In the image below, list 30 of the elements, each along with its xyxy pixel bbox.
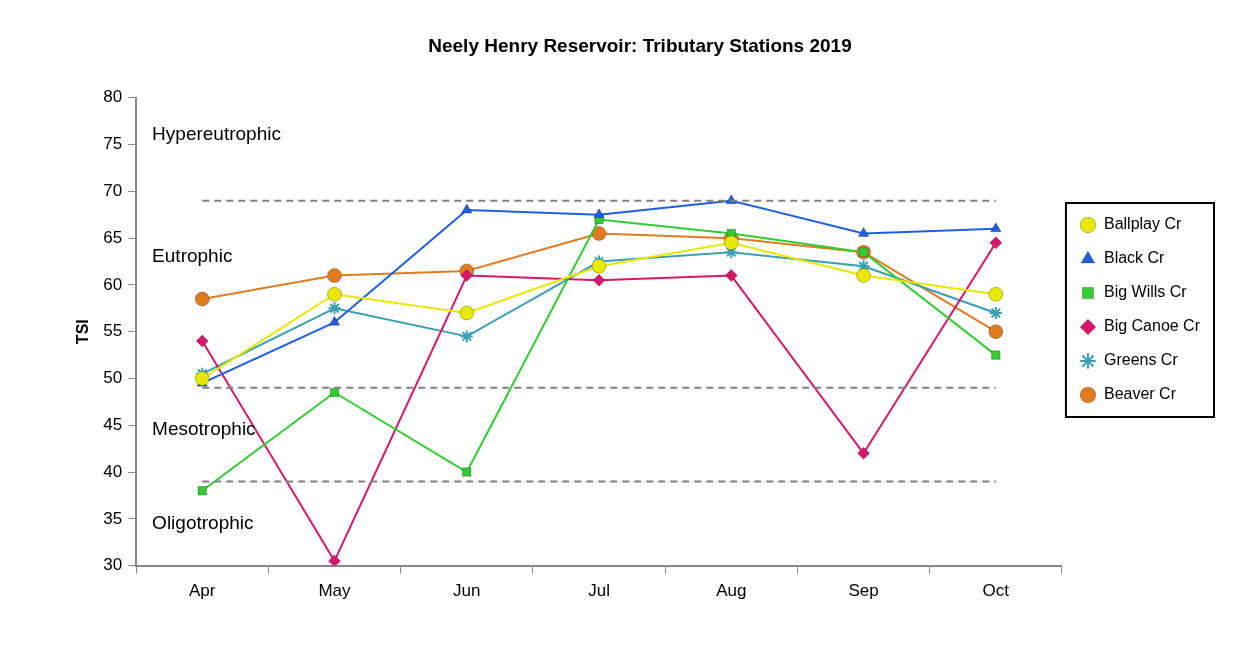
y-tick-label: 70 [103,181,123,201]
legend-label: Big Wills Cr [1103,283,1188,301]
x-tick-label: Sep [848,581,879,601]
annotation: Hypereutrophic [152,123,281,145]
x-tick-label: Jun [453,581,481,601]
y-tick-label: 45 [103,414,123,434]
annotation: Oligotrophic [152,511,254,533]
y-axis-title: TSI [74,319,92,345]
legend-label: Greens Cr [1103,351,1179,369]
y-tick-label: 75 [103,134,123,154]
x-tick-label: Oct [982,581,1010,601]
y-tick-label: 55 [103,321,123,341]
y-tick-label: 60 [103,274,123,294]
y-tick-label: 35 [103,508,123,528]
y-tick-label: 30 [103,555,123,575]
y-tick-label: 65 [103,227,123,247]
y-tick-label: 50 [103,368,123,388]
legend-label: Ballplay Cr [1103,215,1182,233]
legend-label: Big Canoe Cr [1103,317,1201,335]
y-tick-label: 80 [103,87,123,107]
x-tick-label: Apr [189,581,216,601]
x-tick-label: Jul [588,581,610,601]
x-tick-label: Aug [716,581,747,601]
legend-label: Black Cr [1103,249,1166,267]
legend-label: Beaver Cr [1103,385,1177,403]
chart-title: Neely Henry Reservoir: Tributary Stations 2019 [428,34,852,56]
annotation: Mesotrophic [152,418,256,440]
annotation: Eutrophic [152,245,233,267]
y-tick-label: 40 [103,461,123,481]
x-tick-label: May [318,581,352,601]
